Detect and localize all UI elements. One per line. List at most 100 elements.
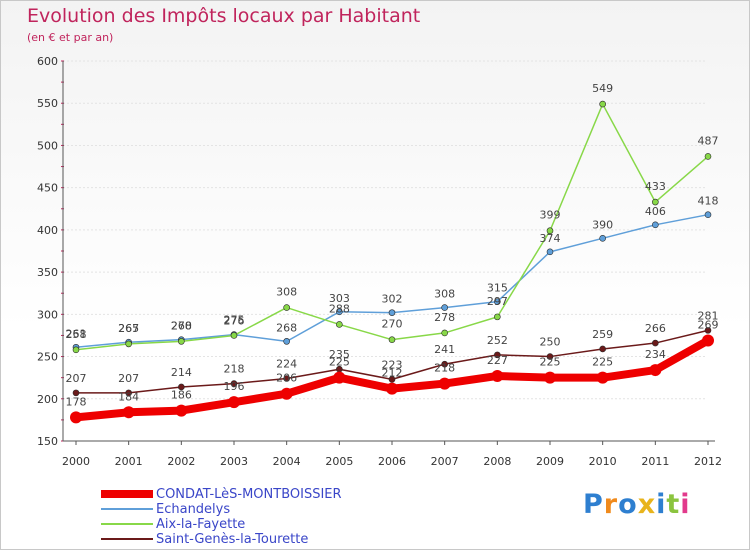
data-label: 297 [487, 295, 508, 308]
logo-letter: x [637, 489, 657, 520]
data-point [441, 329, 448, 337]
data-label: 184 [118, 390, 139, 403]
legend-swatch [101, 490, 153, 498]
y-tick-label: 400 [37, 224, 58, 237]
data-label: 270 [382, 318, 403, 331]
data-label: 258 [66, 328, 87, 341]
data-label: 270 [171, 320, 192, 333]
proxiti-logo: Proxiti [583, 489, 691, 520]
data-point [122, 406, 135, 419]
data-label: 225 [592, 356, 613, 369]
data-point [72, 346, 80, 354]
x-tick-label: 2008 [483, 455, 511, 468]
data-point [333, 371, 346, 384]
data-label: 406 [645, 205, 666, 218]
data-label: 315 [487, 282, 508, 295]
x-tick-label: 2007 [431, 455, 459, 468]
data-point [230, 380, 238, 387]
data-label: 418 [698, 195, 719, 208]
legend-label: Saint-Genès-la-Tourette [156, 532, 309, 547]
y-tick-label: 600 [37, 55, 58, 68]
data-point [70, 411, 82, 424]
x-tick-label: 2009 [536, 455, 564, 468]
data-point [494, 298, 501, 305]
x-tick-label: 2004 [273, 455, 301, 468]
legend-swatch [101, 523, 153, 525]
data-label: 374 [540, 232, 561, 245]
data-label: 235 [329, 348, 350, 361]
y-tick-label: 550 [37, 97, 58, 110]
data-point [175, 404, 188, 417]
chart-subtitle: (en € et par an) [27, 31, 114, 44]
data-label: 281 [698, 309, 719, 322]
data-point [704, 211, 712, 218]
data-point [704, 153, 712, 160]
data-label: 302 [382, 293, 403, 306]
data-point [546, 248, 554, 256]
data-label: 214 [171, 366, 192, 379]
data-point [388, 309, 396, 316]
data-label: 275 [224, 313, 245, 326]
y-tick-label: 300 [37, 308, 58, 321]
data-point [494, 313, 501, 321]
data-point [649, 364, 662, 377]
data-label: 268 [276, 321, 297, 334]
x-tick-label: 2001 [115, 455, 143, 468]
data-point [178, 338, 185, 345]
data-label: 241 [434, 343, 455, 356]
legend-label: Echandelys [156, 502, 231, 517]
data-label: 399 [540, 209, 561, 222]
logo-letter: i [680, 489, 691, 520]
data-point [546, 353, 554, 360]
data-point [438, 377, 451, 390]
data-label: 303 [329, 292, 350, 305]
data-label: 252 [487, 334, 508, 347]
data-point [283, 338, 290, 345]
data-point [652, 221, 659, 229]
logo-letter: r [603, 489, 619, 520]
data-point [704, 327, 712, 334]
logo-letter: i [656, 489, 667, 520]
data-point [652, 339, 659, 347]
data-label: 225 [540, 356, 561, 369]
data-label: 218 [224, 363, 245, 376]
data-point [280, 387, 293, 400]
data-label: 268 [171, 319, 192, 332]
data-label: 225 [329, 356, 350, 369]
data-label: 390 [592, 218, 613, 231]
data-point [283, 304, 290, 311]
data-label: 223 [382, 358, 403, 371]
legend-label: CONDAT-LèS-MONTBOISSIER [156, 487, 342, 502]
data-point [388, 336, 396, 343]
data-point [72, 389, 80, 397]
data-label: 278 [434, 311, 455, 324]
data-label: 186 [171, 389, 192, 402]
data-point [702, 334, 714, 347]
data-label: 308 [434, 288, 455, 301]
data-point [125, 389, 132, 397]
y-tick-label: 250 [37, 351, 58, 364]
logo-letter: P [583, 489, 604, 520]
data-label: 288 [329, 302, 350, 315]
data-point [336, 308, 343, 316]
y-tick-label: 150 [37, 435, 58, 448]
y-tick-label: 350 [37, 266, 58, 279]
y-tick-label: 450 [37, 182, 58, 195]
data-label: 267 [118, 322, 139, 335]
data-point [386, 382, 398, 395]
data-point [491, 369, 504, 382]
data-label: 234 [645, 348, 666, 361]
x-tick-label: 2006 [378, 455, 406, 468]
x-tick-label: 2010 [589, 455, 617, 468]
legend-swatch [101, 508, 153, 510]
y-tick-label: 500 [37, 139, 58, 152]
data-label: 549 [592, 82, 613, 95]
data-point [230, 332, 238, 339]
x-tick-label: 2011 [641, 455, 669, 468]
data-point [599, 100, 606, 108]
legend-swatch [101, 538, 153, 540]
x-tick-label: 2003 [220, 455, 248, 468]
data-point [652, 198, 659, 206]
